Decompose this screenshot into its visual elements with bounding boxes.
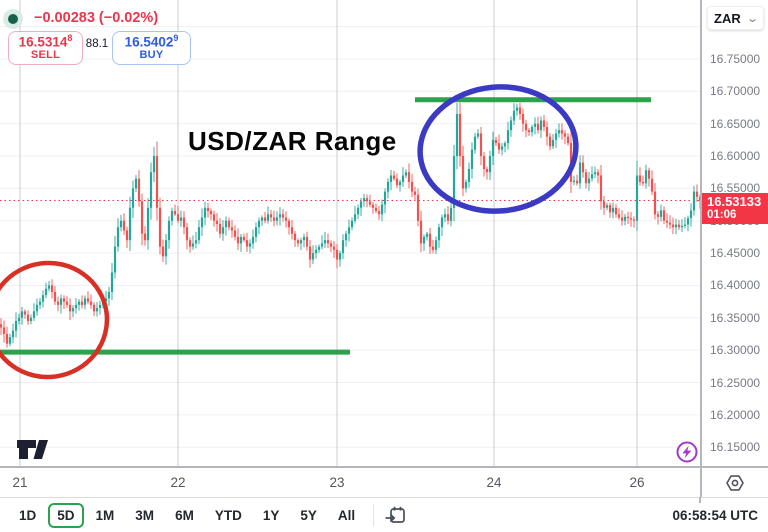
candles <box>0 102 700 348</box>
market-status-dot-icon <box>3 9 23 29</box>
price-tick-label: 16.70000 <box>710 84 761 99</box>
candlestick-chart[interactable] <box>0 0 700 466</box>
sell-button[interactable]: 16.53148 SELL <box>8 31 83 65</box>
currency-label: ZAR <box>714 10 741 26</box>
toolbar-divider <box>373 504 375 526</box>
date-tick-label: 26 <box>629 475 645 490</box>
price-tick-label: 16.40000 <box>710 278 761 293</box>
price-tick-label: 16.25000 <box>710 375 761 390</box>
price-tick-label: 16.30000 <box>710 343 761 358</box>
axis-settings-corner[interactable] <box>700 466 768 497</box>
price-tick-label: 16.60000 <box>710 149 761 164</box>
range-button-1d[interactable]: 1D <box>19 507 37 523</box>
range-button-5d[interactable]: 5D <box>48 502 84 528</box>
price-tick-label: 16.15000 <box>710 440 761 455</box>
buy-price: 16.54029 <box>124 33 179 50</box>
range-button-1y[interactable]: 1Y <box>262 507 280 523</box>
price-change-text: −0.00283 (−0.02%) <box>34 10 159 26</box>
buy-button[interactable]: 16.54029 BUY <box>112 31 191 65</box>
price-tick-label: 16.65000 <box>710 116 761 131</box>
grid-horizontal <box>0 26 700 448</box>
axis-border-stub <box>699 497 701 503</box>
price-tick-label: 16.20000 <box>710 407 761 422</box>
flash-icon[interactable] <box>675 440 699 469</box>
low-consolidation-circle <box>0 260 110 380</box>
date-tick-label: 24 <box>486 475 502 490</box>
currency-dropdown[interactable]: ZAR ⌄ <box>707 6 764 30</box>
price-tick-label: 16.35000 <box>710 310 761 325</box>
last-price-value: 16.53133 <box>707 194 762 209</box>
range-button-6m[interactable]: 6M <box>175 507 194 523</box>
grid-vertical <box>19 0 638 466</box>
settings-nut-icon[interactable] <box>725 473 745 493</box>
date-tick-label: 21 <box>12 475 28 490</box>
range-button-3m[interactable]: 3M <box>135 507 155 523</box>
sell-price: 16.53148 <box>18 33 73 50</box>
tradingview-logo[interactable] <box>16 435 52 466</box>
go-to-date-button[interactable] <box>384 504 406 526</box>
range-button-5y[interactable]: 5Y <box>300 507 317 523</box>
clock-utc[interactable]: 06:58:54 UTC <box>672 507 758 523</box>
range-button-1m[interactable]: 1M <box>95 507 115 523</box>
price-tick-label: 16.45000 <box>710 246 761 261</box>
chevron-down-icon: ⌄ <box>745 12 759 25</box>
sell-label: SELL <box>30 49 61 62</box>
calendar-goto-icon <box>385 506 405 523</box>
range-button-ytd[interactable]: YTD <box>214 507 242 523</box>
range-high-circle <box>417 84 579 214</box>
time-axis[interactable]: 21 22 23 24 26 <box>0 466 700 499</box>
chart-annotation-title: USD/ZAR Range <box>188 126 397 156</box>
timeframe-toolbar: 1D 5D 1M 3M 6M YTD 1Y 5Y All 06:58:54 UT… <box>0 497 768 532</box>
date-tick-label: 23 <box>329 475 345 490</box>
price-axis[interactable]: ZAR ⌄ 16.75000 16.70000 16.65000 16.60000 16… <box>700 0 768 466</box>
spread-value: 88.1 <box>85 38 109 50</box>
price-tick-label: 16.55000 <box>710 181 761 196</box>
last-price-badge: 16.53133 01:06 <box>702 193 768 224</box>
price-tick-label: 16.75000 <box>710 52 761 66</box>
buy-label: BUY <box>139 49 164 62</box>
last-price-time: 01:06 <box>707 209 737 221</box>
date-tick-label: 22 <box>170 475 186 490</box>
chart-plot-area[interactable] <box>0 0 700 466</box>
range-button-all[interactable]: All <box>337 507 356 523</box>
